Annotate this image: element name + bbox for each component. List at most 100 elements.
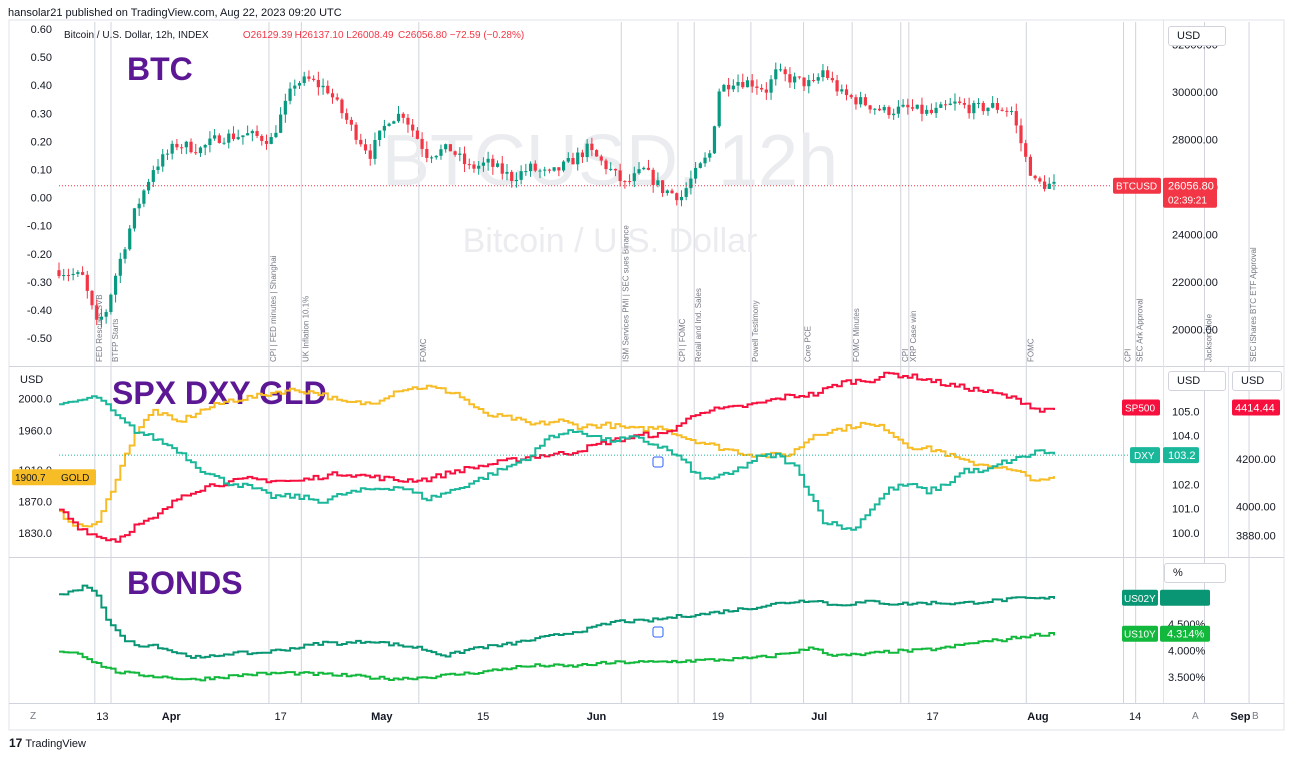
candle bbox=[165, 153, 170, 155]
candle bbox=[444, 144, 448, 150]
candle bbox=[925, 109, 929, 114]
watermark-symbol: BTCUSD, 12h bbox=[382, 121, 838, 201]
candle bbox=[203, 145, 207, 148]
candle bbox=[359, 139, 363, 145]
candle bbox=[887, 107, 891, 116]
candle bbox=[330, 93, 335, 98]
candle bbox=[741, 81, 745, 88]
event-label: FOMC bbox=[1026, 338, 1035, 362]
candle bbox=[406, 117, 410, 125]
candle bbox=[694, 167, 698, 179]
currency-dropdown-spx[interactable]: USD bbox=[1232, 371, 1282, 391]
event-label: Powell Testimony bbox=[751, 300, 760, 362]
candle bbox=[146, 181, 151, 191]
candle bbox=[439, 149, 443, 156]
time-tick: 17 bbox=[274, 711, 286, 723]
spx-tick: 4200.00 bbox=[1236, 454, 1276, 466]
right-tick: 20000.00 bbox=[1172, 325, 1218, 337]
candle bbox=[113, 275, 118, 295]
candle bbox=[830, 78, 834, 81]
left-tick: 0.60 bbox=[31, 24, 52, 36]
log-scale-button[interactable]: B bbox=[1252, 711, 1259, 722]
candle bbox=[661, 180, 665, 194]
candle bbox=[354, 124, 358, 140]
candle bbox=[854, 97, 858, 105]
currency-dropdown-btc[interactable]: USD bbox=[1168, 26, 1226, 46]
candle bbox=[736, 81, 740, 86]
dxy-line bbox=[59, 395, 1055, 531]
unit-dropdown-bonds[interactable]: % bbox=[1164, 563, 1226, 583]
candle bbox=[76, 272, 80, 274]
candle bbox=[670, 190, 674, 194]
candle bbox=[472, 164, 476, 169]
candle bbox=[637, 169, 641, 174]
last-price-badge bbox=[1163, 177, 1217, 208]
candle bbox=[632, 173, 636, 182]
legend-c: C26056.80 bbox=[398, 30, 447, 41]
candle bbox=[137, 203, 141, 209]
candle bbox=[760, 87, 764, 90]
left-tick: -0.20 bbox=[27, 249, 52, 261]
candle bbox=[623, 181, 627, 183]
candle bbox=[708, 153, 712, 158]
left-tick: 0.30 bbox=[31, 108, 52, 120]
event-label: UK Inflation 10.1% bbox=[301, 296, 310, 362]
candle bbox=[241, 135, 245, 138]
dxy-value-label: 103.2 bbox=[1168, 450, 1196, 462]
candle bbox=[986, 107, 990, 112]
legend-h: H26137.10 bbox=[295, 30, 344, 41]
candle bbox=[863, 97, 867, 106]
event-label: SEC Ark Approval bbox=[1136, 298, 1145, 362]
dxy-tick: 105.0 bbox=[1172, 406, 1200, 418]
candle bbox=[849, 95, 853, 98]
candle bbox=[156, 166, 160, 171]
us02y-line bbox=[59, 584, 1055, 659]
candle bbox=[1028, 156, 1033, 176]
sp500-value-badge bbox=[1232, 399, 1280, 416]
us02y-value-badge bbox=[1160, 589, 1210, 606]
zoom-reset-button[interactable]: Z bbox=[30, 711, 37, 722]
candle bbox=[458, 153, 462, 155]
candle bbox=[929, 109, 933, 114]
candle bbox=[302, 76, 306, 84]
sp500-value-label: 4414.44 bbox=[1235, 402, 1275, 414]
candle bbox=[491, 158, 495, 167]
time-tick: 13 bbox=[96, 711, 108, 723]
candle bbox=[934, 107, 938, 114]
candle bbox=[1009, 111, 1014, 113]
candle bbox=[896, 106, 900, 114]
candle bbox=[769, 79, 773, 93]
candle bbox=[1033, 175, 1037, 179]
candle bbox=[538, 170, 542, 172]
candle bbox=[901, 104, 905, 107]
event-label: Retail and Ind. Sales bbox=[694, 288, 703, 362]
currency-dropdown-dxy[interactable]: USD bbox=[1168, 371, 1226, 391]
candle bbox=[793, 76, 797, 83]
candle bbox=[859, 97, 863, 105]
right-tick: 28000.00 bbox=[1172, 135, 1218, 147]
candle bbox=[557, 167, 561, 171]
candle bbox=[750, 80, 754, 87]
event-label: Jackson Hole bbox=[1205, 313, 1214, 362]
dxy-tick: 104.0 bbox=[1172, 431, 1200, 443]
candle bbox=[580, 152, 585, 158]
tradingview-footer[interactable]: 17 TradingView bbox=[9, 736, 86, 750]
candle bbox=[326, 85, 330, 94]
candle bbox=[425, 148, 429, 158]
auto-scale-button[interactable]: A bbox=[1192, 711, 1199, 722]
candle bbox=[184, 141, 188, 148]
candle bbox=[604, 160, 608, 170]
bond-tick: 4.000% bbox=[1168, 645, 1206, 657]
us10y-value-badge bbox=[1160, 625, 1210, 642]
candle bbox=[646, 167, 651, 170]
candle bbox=[170, 143, 174, 154]
candle bbox=[283, 100, 287, 115]
left-tick: 0.40 bbox=[31, 80, 52, 92]
candle bbox=[236, 137, 240, 140]
candle bbox=[665, 190, 669, 194]
right-tick: 22000.00 bbox=[1172, 277, 1218, 289]
left-tick: -0.30 bbox=[27, 277, 52, 289]
candle bbox=[939, 104, 943, 108]
time-tick: 19 bbox=[712, 711, 724, 723]
